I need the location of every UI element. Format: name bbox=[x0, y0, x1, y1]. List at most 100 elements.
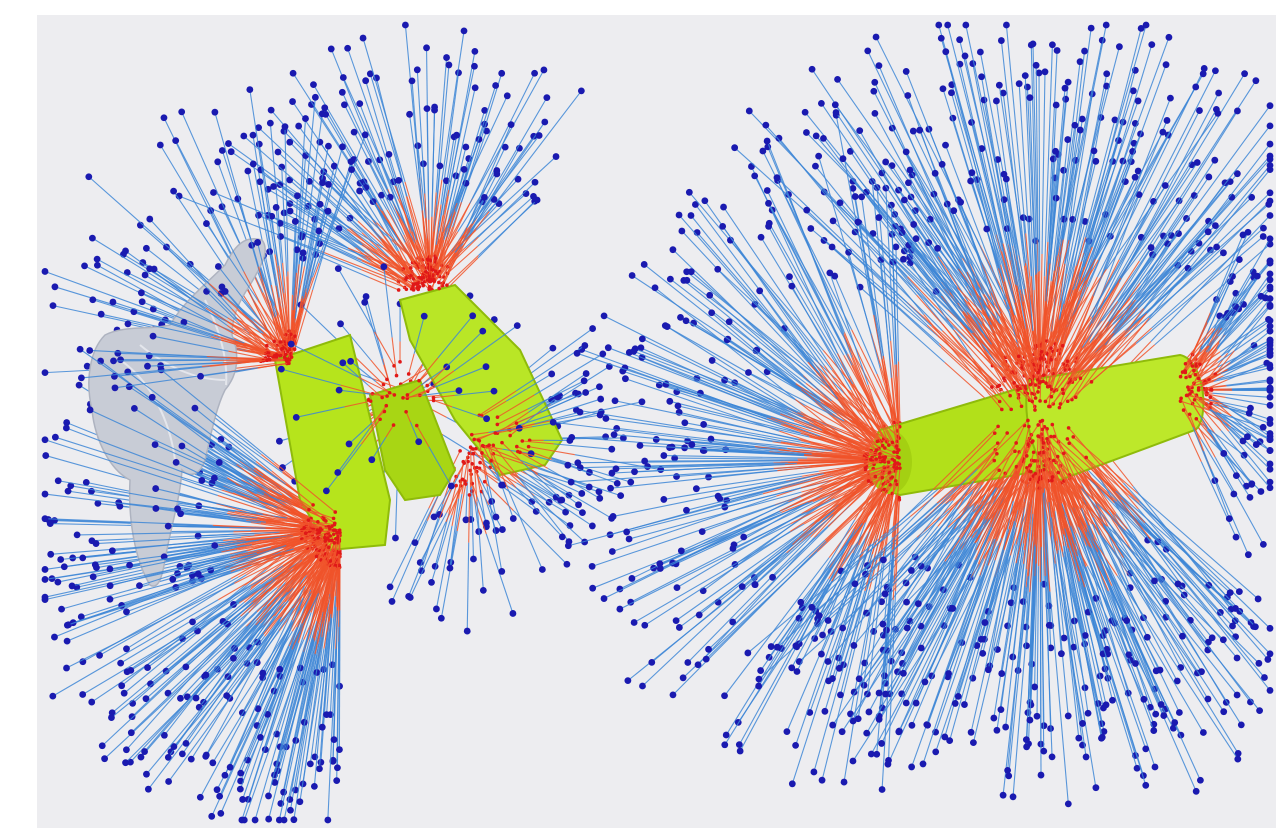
sample-point bbox=[211, 542, 218, 549]
sample-point bbox=[360, 35, 367, 42]
sample-point bbox=[480, 587, 487, 594]
sample-point bbox=[172, 137, 179, 144]
sample-point bbox=[1061, 635, 1068, 642]
sample-point bbox=[758, 234, 765, 241]
sample-point bbox=[566, 437, 573, 444]
sample-point bbox=[50, 302, 57, 309]
contact-point bbox=[864, 466, 868, 470]
sample-point bbox=[223, 692, 230, 699]
contact-point bbox=[290, 355, 294, 359]
contact-point bbox=[395, 374, 399, 378]
sample-point bbox=[498, 482, 505, 489]
sample-point bbox=[276, 666, 283, 673]
contact-point bbox=[464, 482, 468, 486]
sample-point bbox=[935, 22, 942, 29]
contact-point bbox=[316, 536, 320, 540]
sample-point bbox=[900, 670, 907, 677]
sample-point bbox=[88, 699, 95, 706]
contact-point bbox=[284, 358, 288, 362]
contact-point bbox=[881, 444, 885, 448]
sample-point bbox=[820, 135, 827, 142]
sample-point bbox=[1034, 713, 1041, 720]
sample-point bbox=[605, 344, 612, 351]
sample-point bbox=[1031, 684, 1038, 691]
sample-point bbox=[802, 109, 809, 116]
sample-point bbox=[667, 276, 674, 283]
sample-point bbox=[1004, 767, 1011, 774]
sample-point bbox=[1077, 58, 1084, 65]
sample-point bbox=[748, 163, 755, 170]
sample-point bbox=[337, 320, 344, 327]
sample-point bbox=[564, 561, 571, 568]
ray-far bbox=[113, 360, 211, 361]
sample-point bbox=[79, 554, 86, 561]
sample-point bbox=[79, 691, 86, 698]
sample-point bbox=[42, 596, 49, 603]
sample-point bbox=[472, 84, 479, 91]
sample-point bbox=[582, 389, 589, 396]
sample-point bbox=[637, 442, 644, 449]
sample-point bbox=[1000, 792, 1007, 799]
contact-point bbox=[874, 475, 878, 479]
sample-point bbox=[436, 162, 443, 169]
sample-point bbox=[696, 612, 703, 619]
sample-point bbox=[1238, 721, 1245, 728]
sample-point bbox=[448, 483, 455, 490]
sample-point bbox=[952, 700, 959, 707]
sample-point bbox=[386, 151, 393, 158]
sample-point bbox=[42, 268, 49, 275]
contact-point bbox=[466, 460, 470, 464]
contact-point bbox=[415, 424, 419, 428]
sample-point bbox=[548, 371, 555, 378]
sample-point bbox=[227, 764, 234, 771]
contact-point bbox=[897, 456, 901, 460]
sample-point bbox=[287, 807, 294, 814]
sample-point bbox=[47, 551, 54, 558]
contact-point bbox=[1052, 435, 1056, 439]
sample-point bbox=[179, 750, 186, 757]
contact-point bbox=[284, 353, 288, 357]
contact-point bbox=[494, 431, 498, 435]
sample-point bbox=[539, 566, 546, 573]
sample-point bbox=[589, 325, 596, 332]
sample-point bbox=[809, 66, 816, 73]
sample-point bbox=[317, 759, 324, 766]
sample-point bbox=[42, 576, 49, 583]
sample-point bbox=[994, 727, 1001, 734]
scene bbox=[0, 0, 1276, 828]
contact-point bbox=[995, 452, 999, 456]
sample-point bbox=[335, 265, 342, 272]
sample-point bbox=[319, 179, 326, 186]
contact-point bbox=[893, 462, 897, 466]
contact-point bbox=[425, 384, 429, 388]
sample-point bbox=[492, 82, 499, 89]
contact-point bbox=[322, 518, 326, 522]
sample-point bbox=[307, 760, 314, 767]
sample-point bbox=[998, 706, 1005, 713]
sample-point bbox=[64, 638, 71, 645]
sample-point bbox=[700, 421, 707, 428]
contact-point bbox=[338, 531, 342, 535]
contact-point bbox=[898, 466, 902, 470]
sample-point bbox=[864, 48, 871, 55]
sample-point bbox=[597, 396, 604, 403]
sample-point bbox=[197, 373, 204, 380]
sample-point bbox=[714, 266, 721, 273]
sample-point bbox=[715, 493, 722, 500]
sample-point bbox=[740, 534, 747, 541]
contact-point bbox=[470, 462, 474, 466]
sample-point bbox=[726, 318, 733, 325]
sample-point bbox=[1062, 96, 1069, 103]
sample-point bbox=[143, 771, 150, 778]
sample-point bbox=[1163, 61, 1170, 68]
sample-point bbox=[836, 665, 843, 672]
sample-point bbox=[872, 110, 879, 117]
sample-point bbox=[179, 443, 186, 450]
sample-point bbox=[198, 477, 205, 484]
sample-point bbox=[1267, 416, 1274, 423]
sample-point bbox=[678, 228, 685, 235]
sample-point bbox=[336, 746, 343, 753]
sample-point bbox=[807, 225, 814, 232]
sample-point bbox=[131, 405, 138, 412]
sample-point bbox=[719, 223, 726, 230]
